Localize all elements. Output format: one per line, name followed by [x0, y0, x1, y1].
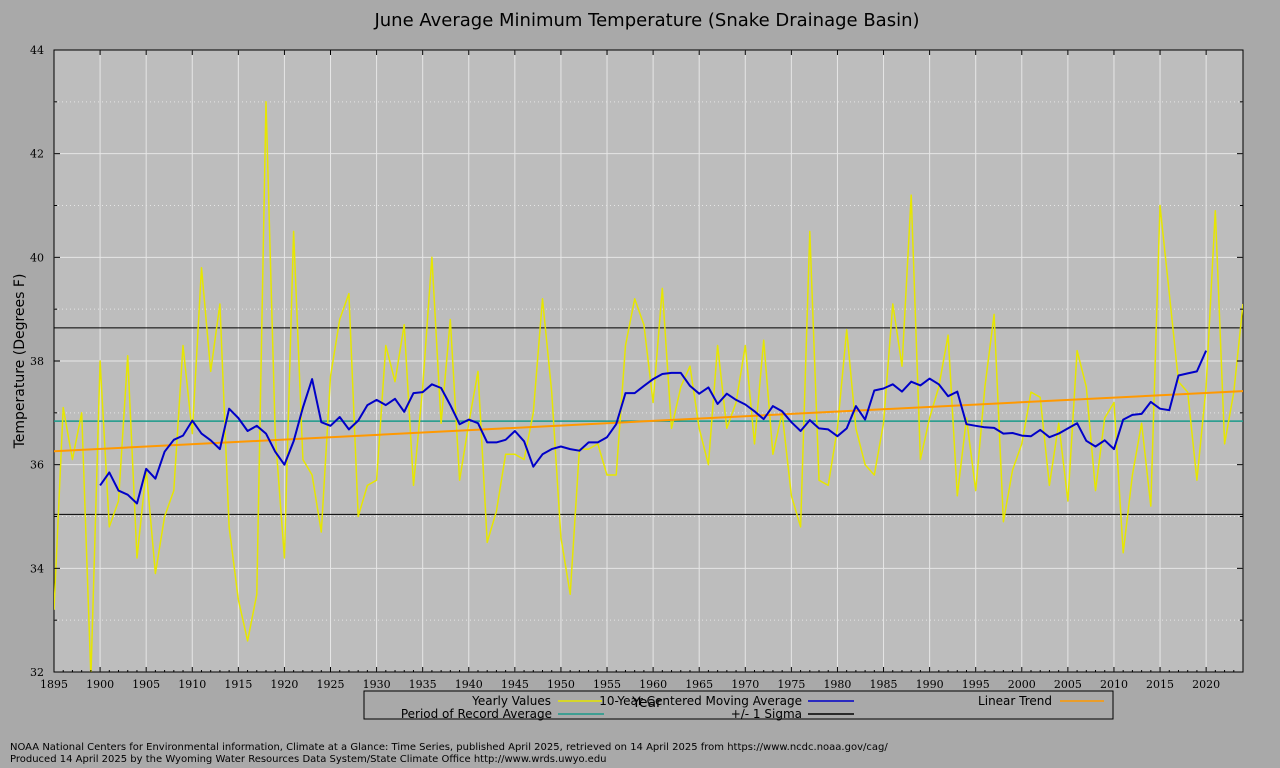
series-group — [54, 101, 1243, 672]
y-tick-label: 38 — [30, 355, 44, 368]
x-tick-label: 2015 — [1146, 678, 1174, 691]
footer-produced: Produced 14 April 2025 by the Wyoming Wa… — [10, 754, 607, 765]
x-tick-label: 1930 — [363, 678, 391, 691]
y-tick-label: 32 — [30, 666, 44, 679]
legend-box — [363, 690, 1114, 720]
legend-yearly-label: Yearly Values — [471, 694, 551, 708]
x-tick-label: 1905 — [132, 678, 160, 691]
y-tick-label: 44 — [30, 44, 44, 57]
chart-title: June Average Minimum Temperature (Snake … — [373, 10, 919, 31]
x-tick-label: 1970 — [731, 678, 759, 691]
x-tick-label: 1900 — [86, 678, 114, 691]
y-tick-label: 40 — [30, 251, 44, 264]
x-tick-label: 1965 — [685, 678, 713, 691]
x-tick-label: 1960 — [639, 678, 667, 691]
x-tick-label: 2000 — [1008, 678, 1036, 691]
x-tick-label: 1915 — [224, 678, 252, 691]
x-tick-label: 1950 — [547, 678, 575, 691]
y-tick-label: 34 — [30, 562, 44, 575]
moving-average-line — [99, 350, 1208, 505]
grid-lines — [54, 50, 1243, 672]
x-tick-label: 1925 — [317, 678, 345, 691]
y-tick-label: 42 — [30, 148, 44, 161]
x-tick-label: 2010 — [1100, 678, 1128, 691]
x-tick-label: 2005 — [1054, 678, 1082, 691]
footer-source: NOAA National Centers for Environmental … — [10, 742, 888, 753]
axis-ticks: 1895 1900 1905 1910 1915 1920 1925 1930 1935 1940… — [30, 44, 1244, 691]
x-tick-label: 1990 — [916, 678, 944, 691]
legend-moving-average-label: 10-Year Centered Moving Average — [599, 694, 802, 708]
x-tick-label: 1940 — [455, 678, 483, 691]
x-tick-label: 1945 — [501, 678, 529, 691]
x-tick-label: 1955 — [593, 678, 621, 691]
x-tick-label: 1935 — [409, 678, 437, 691]
x-tick-label: 1895 — [40, 678, 68, 691]
x-axis-label: Year — [631, 695, 662, 711]
legend-linear-trend-label: Linear Trend — [978, 694, 1052, 708]
x-tick-label: 1910 — [178, 678, 206, 691]
x-tick-label: 1980 — [823, 678, 851, 691]
y-axis-label: Temperature (Degrees F) — [12, 274, 28, 450]
sigma-lines — [54, 327, 1243, 515]
y-tick-label: 36 — [30, 459, 44, 472]
yearly-values-line — [54, 101, 1243, 672]
legend-period-average-label: Period of Record Average — [401, 707, 552, 721]
x-tick-label: 1985 — [870, 678, 898, 691]
legend: Yearly Values 10-Year Centered Moving Ave… — [363, 690, 1114, 721]
x-tick-label: 1975 — [777, 678, 805, 691]
x-tick-label: 1920 — [270, 678, 298, 691]
x-tick-label: 2020 — [1192, 678, 1220, 691]
legend-sigma-label: +/- 1 Sigma — [731, 707, 802, 721]
x-tick-label: 1995 — [962, 678, 990, 691]
linear-trend-line — [54, 390, 1243, 453]
